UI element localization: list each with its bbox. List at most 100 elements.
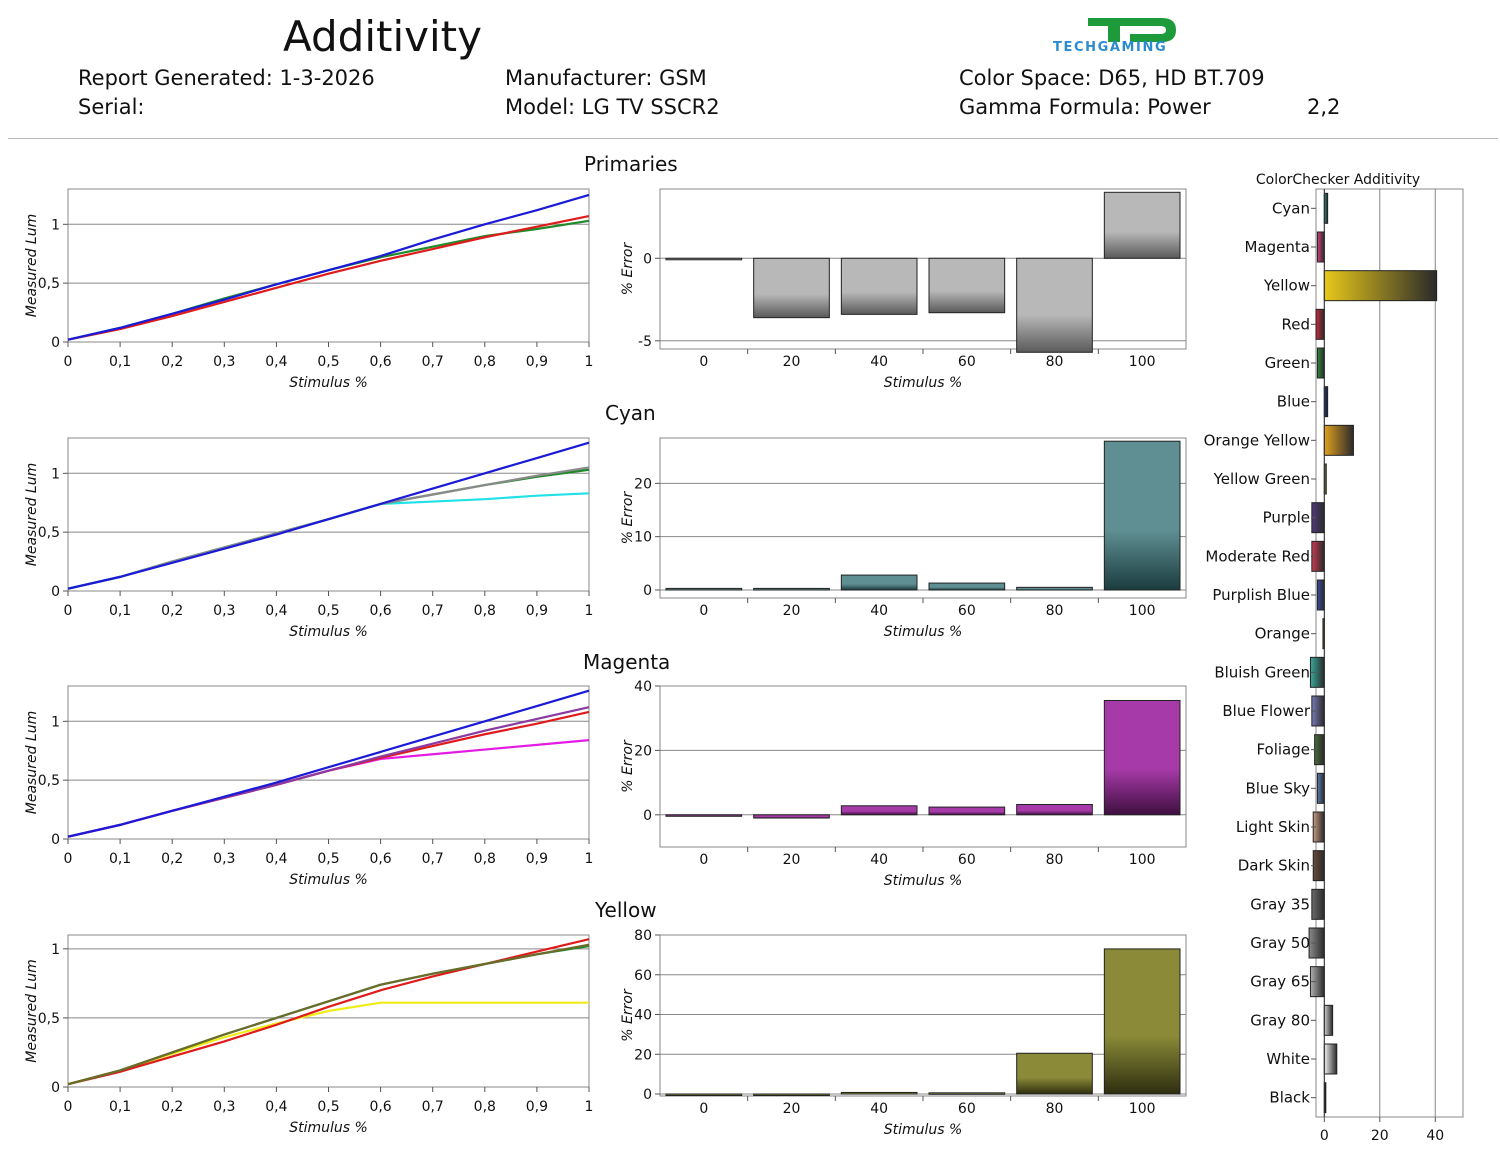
model: Model: LG TV SSCR2	[505, 95, 720, 119]
x-tick-label-2-10: 1	[585, 851, 594, 867]
manufacturer: Manufacturer: GSM	[505, 66, 707, 90]
bar-3-3	[928, 1092, 1006, 1095]
colorchecker-x-tick-label-0: 0	[1320, 1128, 1329, 1144]
x-tick-label-1-4: 0,4	[265, 603, 287, 619]
x-tick-label-0-10: 1	[585, 354, 594, 370]
logo-text: TECHGAMING	[1053, 40, 1168, 55]
colorchecker-category-label-15: Blue Sky	[1245, 779, 1310, 797]
bar-x-axis-label-0: Stimulus %	[884, 375, 963, 391]
series-line-0-1	[67, 214, 590, 341]
x-tick-label-0-0: 0	[64, 354, 73, 370]
bar-category-label-0-3: 60	[958, 354, 976, 370]
x-tick-label-3-5: 0,5	[317, 1099, 339, 1115]
bar-2-5	[1103, 699, 1181, 816]
colorchecker-category-label-16: Light Skin	[1236, 818, 1310, 836]
bar-y-tick-label-2-0: 0	[643, 808, 652, 824]
colorchecker-bar-10	[1316, 579, 1325, 611]
colorchecker-bar-22	[1323, 1043, 1338, 1075]
bar-category-label-2-5: 100	[1129, 852, 1156, 868]
x-tick-label-2-6: 0,6	[369, 851, 391, 867]
x-tick-label-3-9: 0,9	[526, 1099, 548, 1115]
colorchecker-category-label-18: Gray 35	[1250, 895, 1310, 913]
bar-category-label-0-2: 40	[870, 354, 888, 370]
section-title-cyan: Cyan	[605, 401, 656, 425]
series-line-3-3	[67, 943, 590, 1086]
y-tick-label-0-1: 0,5	[38, 276, 60, 292]
bar-0-5	[1103, 191, 1181, 259]
x-tick-label-2-5: 0,5	[317, 851, 339, 867]
bar-2-1	[753, 814, 830, 819]
colorchecker-category-label-11: Orange	[1255, 625, 1310, 643]
colorchecker-category-label-2: Yellow	[1263, 277, 1310, 295]
bar-category-label-1-0: 0	[699, 603, 708, 619]
x-axis-label-0: Stimulus %	[289, 375, 368, 391]
bar-y-tick-label-3-4: 80	[634, 928, 652, 944]
bar-2-0	[665, 814, 743, 817]
x-axis-label-3: Stimulus %	[289, 1120, 368, 1136]
colorchecker-category-label-21: Gray 80	[1250, 1011, 1310, 1029]
x-tick-label-1-10: 1	[585, 603, 594, 619]
bar-y-tick-label-3-0: 0	[643, 1087, 652, 1103]
bar-1-3	[928, 582, 1006, 591]
x-tick-label-1-2: 0,2	[161, 603, 183, 619]
x-tick-label-0-5: 0,5	[317, 354, 339, 370]
bar-category-label-1-4: 80	[1046, 603, 1064, 619]
x-tick-label-0-1: 0,1	[109, 354, 131, 370]
bar-3-4	[1016, 1052, 1093, 1095]
colorchecker-frame	[1315, 188, 1464, 1118]
y-tick-label-3-2: 1	[51, 942, 60, 958]
x-tick-label-1-6: 0,6	[369, 603, 391, 619]
bar-1-5	[1103, 440, 1181, 591]
bar-1-4	[1016, 586, 1093, 591]
colorchecker-title: ColorChecker Additivity	[1256, 172, 1420, 188]
colorchecker-category-label-4: Green	[1265, 354, 1310, 372]
bar-category-label-3-0: 0	[699, 1101, 708, 1117]
colorchecker-category-label-1: Magenta	[1245, 238, 1310, 256]
x-tick-label-2-0: 0	[64, 851, 73, 867]
bar-category-label-1-5: 100	[1129, 603, 1156, 619]
x-tick-label-0-8: 0,8	[474, 354, 496, 370]
bar-category-label-2-2: 40	[870, 852, 888, 868]
bar-x-axis-label-3: Stimulus %	[884, 1122, 963, 1138]
bar-3-0	[665, 1093, 743, 1097]
bar-category-label-3-3: 60	[958, 1101, 976, 1117]
bar-chart-frame-2	[659, 685, 1187, 848]
bar-category-label-1-2: 40	[870, 603, 888, 619]
y-tick-label-1-2: 1	[51, 466, 60, 482]
bar-y-tick-label-1-1: 10	[634, 530, 652, 546]
x-tick-label-3-8: 0,8	[474, 1099, 496, 1115]
x-tick-label-2-2: 0,2	[161, 851, 183, 867]
bar-1-0	[665, 587, 743, 591]
section-title-magenta: Magenta	[583, 650, 671, 674]
techgaming-logo-icon	[1088, 18, 1176, 42]
x-tick-label-0-3: 0,3	[213, 354, 235, 370]
bar-y-tick-label-0-1: 0	[643, 251, 652, 267]
y-tick-label-0-0: 0	[51, 335, 60, 351]
colorchecker-bar-14	[1314, 734, 1325, 766]
section-title-yellow: Yellow	[595, 898, 657, 922]
colorchecker-category-label-3: Red	[1282, 315, 1311, 333]
y-axis-label-0: Measured Lum	[24, 214, 40, 317]
series-line-1-3	[67, 441, 590, 590]
x-tick-label-1-8: 0,8	[474, 603, 496, 619]
colorchecker-category-label-22: White	[1266, 1050, 1310, 1068]
x-tick-label-2-7: 0,7	[422, 851, 444, 867]
bar-y-axis-label-1: % Error	[620, 491, 636, 545]
bar-chart-frame-0	[659, 188, 1187, 350]
colorchecker-category-label-8: Purple	[1263, 509, 1310, 527]
x-tick-label-3-2: 0,2	[161, 1099, 183, 1115]
colorchecker-category-label-7: Yellow Green	[1213, 470, 1310, 488]
bar-2-2	[840, 805, 918, 816]
colorchecker-category-label-23: Black	[1269, 1089, 1310, 1107]
bar-category-label-2-4: 80	[1046, 852, 1064, 868]
bar-chart-frame-3	[659, 934, 1187, 1097]
colorchecker-bar-6	[1323, 424, 1354, 456]
x-tick-label-3-7: 0,7	[422, 1099, 444, 1115]
bar-x-axis-label-2: Stimulus %	[884, 873, 963, 889]
x-tick-label-2-8: 0,8	[474, 851, 496, 867]
colorchecker-category-label-14: Foliage	[1256, 741, 1310, 759]
y-axis-label-3: Measured Lum	[24, 959, 40, 1062]
bar-category-label-2-1: 20	[783, 852, 801, 868]
bar-y-axis-label-2: % Error	[620, 739, 636, 793]
bar-y-tick-label-3-1: 20	[634, 1047, 652, 1063]
